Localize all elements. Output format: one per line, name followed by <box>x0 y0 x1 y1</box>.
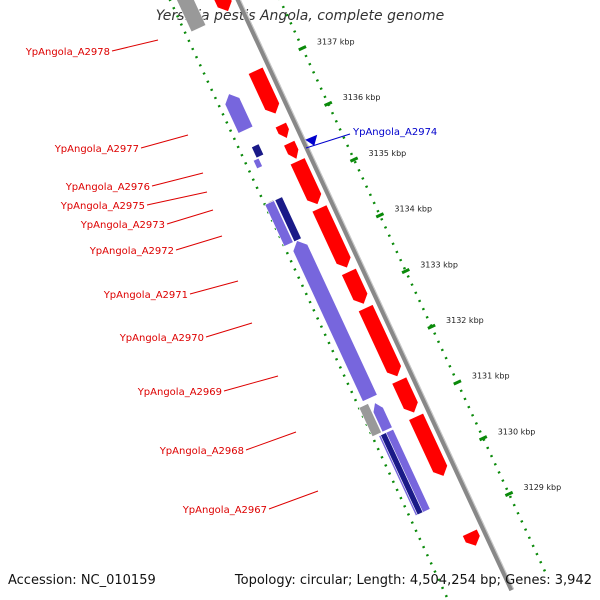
pseudo-gene <box>176 0 207 33</box>
reverse-gene <box>224 93 254 134</box>
forward-gene <box>408 412 448 477</box>
forward-gene <box>341 267 369 305</box>
forward-gene <box>213 0 233 12</box>
leader-line <box>146 191 208 206</box>
tick-label: 3134 kbp <box>394 205 432 214</box>
ruler-tick <box>504 490 514 497</box>
forward-gene <box>283 140 300 160</box>
accession-text: Accession: NC_010159 <box>8 573 156 588</box>
gene-label: YpAngola_A2972 <box>89 246 174 257</box>
gene-features <box>176 0 481 547</box>
tick-label: 3135 kbp <box>369 149 407 158</box>
ruler-tick <box>401 267 410 275</box>
tick-label: 3130 kbp <box>498 427 536 436</box>
tick-label: 3131 kbp <box>472 372 510 381</box>
reverse-gene <box>251 143 265 159</box>
leader-line <box>151 172 204 187</box>
forward-gene <box>311 204 352 269</box>
ruler-tick <box>349 156 359 163</box>
ruler-tick <box>323 100 333 107</box>
reverse-gene <box>252 157 263 170</box>
ruler-tick <box>478 435 488 442</box>
leader-line <box>111 39 159 52</box>
gene-label: YpAngola_A2973 <box>80 220 165 231</box>
tick-label: 3137 kbp <box>317 37 355 46</box>
gene-label: YpAngola_A2976 <box>65 182 150 193</box>
tick-label: 3129 kbp <box>524 483 562 492</box>
sequence-backbone-highlight <box>239 0 515 590</box>
tick-label: 3132 kbp <box>446 316 484 325</box>
leader-line <box>140 134 189 149</box>
forward-gene <box>247 66 280 115</box>
leader-line <box>175 235 223 251</box>
leader-line <box>223 375 279 392</box>
gene-labels: YpAngola_A2978 YpAngola_A2977 YpAngola_A29… <box>25 39 437 516</box>
gene-label: YpAngola_A2967 <box>182 505 267 516</box>
reverse-gene <box>274 196 302 243</box>
gene-label: YpAngola_A2978 <box>25 47 110 58</box>
gene-label: YpAngola_A2974 <box>352 127 437 138</box>
leader-line <box>189 280 239 295</box>
map-title: Yersinia pestis Angola, complete genome <box>155 8 445 24</box>
leader-line <box>245 431 297 451</box>
reverse-gene <box>264 200 294 247</box>
tick-label: 3136 kbp <box>343 93 381 102</box>
forward-gene <box>289 157 322 205</box>
gene-label: YpAngola_A2969 <box>137 387 222 398</box>
ruler-tick <box>298 45 307 52</box>
outer-ruler-line <box>278 0 548 575</box>
leader-line <box>268 490 319 510</box>
pseudo-gene <box>358 403 382 438</box>
gene-label: YpAngola_A2975 <box>60 201 145 212</box>
ruler-tick <box>427 323 436 330</box>
ruler-tick <box>375 212 385 219</box>
leader-line <box>205 322 253 338</box>
gene-label: YpAngola_A2970 <box>119 333 204 344</box>
forward-gene <box>462 528 481 547</box>
forward-gene <box>274 121 290 139</box>
topology-text: Topology: circular; Length: 4,504,254 bp… <box>234 573 592 588</box>
a2974-marker <box>305 134 318 146</box>
forward-gene <box>391 376 419 414</box>
sequence-backbone <box>235 0 515 592</box>
leader-line <box>305 133 351 149</box>
reverse-gene <box>380 432 424 516</box>
tick-label: 3133 kbp <box>420 260 458 269</box>
backbone <box>235 0 515 592</box>
gene-label: YpAngola_A2968 <box>159 446 244 457</box>
reverse-gene <box>372 402 393 433</box>
forward-gene <box>357 304 402 378</box>
leader-line <box>166 209 214 225</box>
gene-label: YpAngola_A2971 <box>103 290 188 301</box>
gene-label: YpAngola_A2977 <box>54 144 139 155</box>
ruler-tick <box>453 379 462 386</box>
reverse-gene <box>292 240 378 402</box>
